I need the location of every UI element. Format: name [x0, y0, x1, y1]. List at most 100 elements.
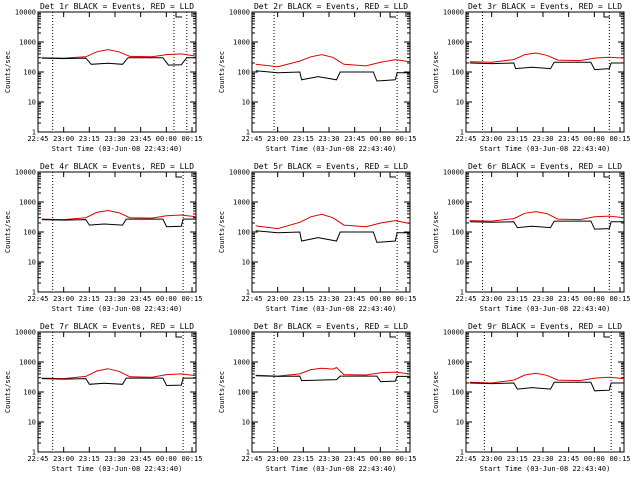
y-tick-label: 10000: [443, 169, 464, 177]
y-tick-label: 1: [246, 129, 250, 137]
panel-title: Det 3r BLACK = Events, RED = LLD: [468, 2, 622, 11]
x-tick-label: 00:15: [395, 295, 416, 303]
y-tick-label: 10: [28, 99, 36, 107]
x-axis-label: Start Time (03-Jun-08 22:43:40): [52, 305, 183, 313]
y-tick-label: 1: [460, 449, 464, 457]
y-tick-label: 10000: [443, 9, 464, 17]
x-tick-label: 00:00: [156, 295, 177, 303]
x-axis-label: Start Time (03-Jun-08 22:43:40): [52, 465, 183, 473]
panel-7: Det 7r BLACK = Events, RED = LLD 1 10 100 10…: [4, 322, 203, 473]
y-axis-label: Counts/sec: [218, 211, 226, 253]
y-tick-label: 1000: [447, 199, 464, 207]
x-tick-label: 23:30: [318, 135, 339, 143]
series-events-black: [469, 61, 624, 71]
x-tick-label: 23:00: [267, 455, 288, 463]
panel-title: Det 9r BLACK = Events, RED = LLD: [468, 322, 622, 331]
x-tick-label: 23:30: [532, 455, 553, 463]
x-tick-label: 22:45: [27, 295, 48, 303]
x-tick-label: 22:45: [241, 295, 262, 303]
x-tick-label: 23:45: [558, 295, 579, 303]
x-tick-label: 00:00: [370, 455, 391, 463]
x-tick-label: 23:45: [130, 135, 151, 143]
x-tick-label: 23:00: [267, 295, 288, 303]
x-tick-label: 23:45: [130, 455, 151, 463]
x-tick-label: 22:45: [27, 455, 48, 463]
x-axis-label: Start Time (03-Jun-08 22:43:40): [480, 465, 611, 473]
panel-1: Det 1r BLACK = Events, RED = LLD 1 10 100 10…: [4, 2, 203, 153]
y-tick-label: 10: [456, 99, 464, 107]
y-axis-label: Counts/sec: [4, 371, 12, 413]
series-lld-red: [255, 213, 411, 230]
x-tick-label: 23:45: [344, 135, 365, 143]
x-axis-label: Start Time (03-Jun-08 22:43:40): [266, 465, 397, 473]
x-tick-label: 23:15: [507, 295, 528, 303]
plot-frame: [37, 171, 197, 293]
y-tick-label: 1000: [447, 39, 464, 47]
panel-title: Det 1r BLACK = Events, RED = LLD: [40, 2, 194, 11]
y-tick-label: 10000: [229, 169, 250, 177]
plot-frame: [465, 11, 625, 133]
x-tick-label: 22:45: [27, 135, 48, 143]
x-tick-label: 00:15: [609, 455, 630, 463]
x-tick-label: 23:15: [293, 135, 314, 143]
plot-frame: [251, 331, 411, 453]
legend-box: [389, 332, 396, 338]
y-tick-label: 1000: [233, 359, 250, 367]
panel-5: Det 5r BLACK = Events, RED = LLD 1 10 100 10…: [218, 162, 417, 313]
legend-box: [175, 12, 182, 18]
x-tick-label: 23:00: [53, 135, 74, 143]
series-lld-red: [469, 211, 625, 222]
x-tick-label: 23:45: [344, 455, 365, 463]
panel-6: Det 6r BLACK = Events, RED = LLD 1 10 100 10…: [432, 162, 631, 313]
legend-box: [389, 172, 396, 178]
x-tick-label: 23:00: [481, 135, 502, 143]
y-tick-label: 100: [23, 389, 36, 397]
panel-title: Det 2r BLACK = Events, RED = LLD: [254, 2, 408, 11]
x-tick-label: 00:15: [609, 295, 630, 303]
x-tick-label: 00:15: [609, 135, 630, 143]
x-tick-label: 23:00: [481, 295, 502, 303]
legend-box: [603, 172, 610, 178]
y-tick-label: 10000: [15, 9, 36, 17]
plot-frame: [465, 331, 625, 453]
x-tick-label: 23:15: [293, 455, 314, 463]
panel-3: Det 3r BLACK = Events, RED = LLD 1 10 100 10…: [432, 2, 631, 153]
y-tick-label: 1000: [19, 199, 36, 207]
x-tick-label: 23:45: [558, 455, 579, 463]
x-tick-label: 23:45: [130, 295, 151, 303]
x-tick-label: 23:30: [318, 295, 339, 303]
x-tick-label: 23:30: [532, 135, 553, 143]
x-tick-label: 00:00: [584, 295, 605, 303]
x-tick-label: 00:00: [370, 135, 391, 143]
y-tick-label: 100: [23, 229, 36, 237]
y-tick-label: 1: [32, 289, 36, 297]
series-events-black: [255, 70, 410, 82]
x-tick-label: 00:00: [584, 135, 605, 143]
y-tick-label: 100: [237, 389, 250, 397]
panel-8: Det 8r BLACK = Events, RED = LLD 1 10 100 10…: [218, 322, 417, 473]
x-tick-label: 00:00: [370, 295, 391, 303]
plot-frame: [37, 331, 197, 453]
x-tick-label: 22:45: [241, 135, 262, 143]
y-tick-label: 100: [23, 69, 36, 77]
y-tick-label: 100: [451, 229, 464, 237]
y-tick-label: 1: [246, 289, 250, 297]
x-tick-label: 23:15: [507, 135, 528, 143]
x-tick-label: 23:30: [104, 135, 125, 143]
y-tick-label: 1: [460, 289, 464, 297]
x-tick-label: 23:00: [267, 135, 288, 143]
series-lld-red: [41, 49, 197, 59]
x-tick-label: 22:45: [455, 295, 476, 303]
x-tick-label: 23:15: [79, 135, 100, 143]
y-tick-label: 1: [32, 129, 36, 137]
y-tick-label: 1: [460, 129, 464, 137]
legend-box: [175, 172, 182, 178]
series-lld-red: [255, 367, 411, 377]
panel-9: Det 9r BLACK = Events, RED = LLD 1 10 100 10…: [432, 322, 631, 473]
y-tick-label: 1: [32, 449, 36, 457]
y-tick-label: 10000: [443, 329, 464, 337]
y-tick-label: 1000: [233, 39, 250, 47]
x-axis-label: Start Time (03-Jun-08 22:43:40): [480, 145, 611, 153]
x-tick-label: 22:45: [455, 135, 476, 143]
x-tick-label: 00:15: [181, 455, 202, 463]
